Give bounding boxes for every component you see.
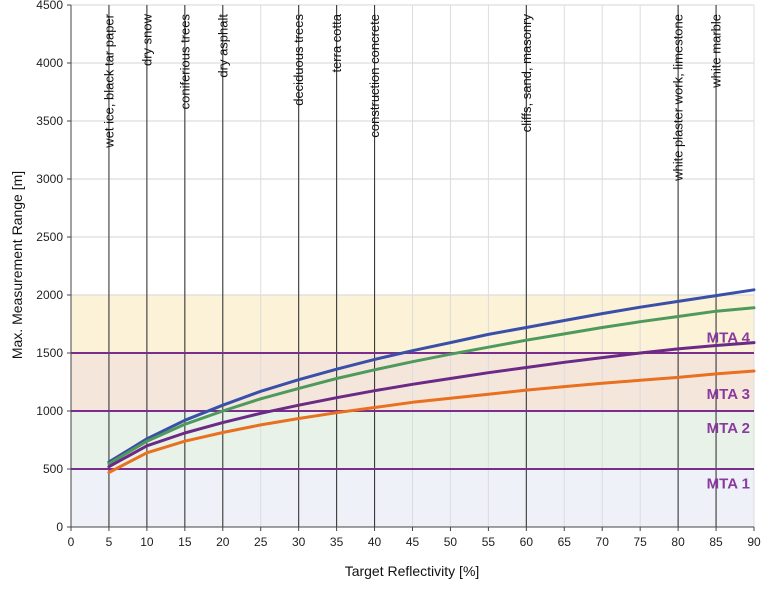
x-tick-label: 5 — [106, 535, 113, 549]
material-label: deciduous trees — [291, 14, 306, 106]
y-tick-label: 0 — [56, 520, 63, 534]
mta-label: MTA 3 — [707, 386, 750, 403]
x-tick-label: 60 — [520, 535, 534, 549]
y-tick-label: 4000 — [36, 56, 63, 70]
material-label: cliffs, sand, masonry — [519, 14, 534, 133]
material-label: white marble — [709, 14, 724, 89]
x-tick-label: 80 — [671, 535, 685, 549]
material-label: white plaster work, limestone — [671, 14, 686, 182]
x-tick-label: 10 — [140, 535, 154, 549]
y-tick-label: 3500 — [36, 114, 63, 128]
mta-labels: MTA 1 MTA 2 MTA 3 MTA 4 — [707, 329, 751, 492]
material-markers: wet ice, black tar paper dry snow coniferi… — [101, 5, 724, 527]
series-line — [107, 369, 756, 474]
y-tick-label: 4500 — [36, 0, 63, 12]
x-tick-label: 55 — [482, 535, 496, 549]
x-axis-title: Target Reflectivity [%] — [345, 563, 480, 579]
mta-label: MTA 1 — [707, 476, 750, 493]
mta-label: MTA 2 — [707, 420, 750, 437]
mta-label: MTA 4 — [707, 329, 751, 346]
x-tick-label: 85 — [709, 535, 723, 549]
y-tick-label: 2000 — [36, 288, 63, 302]
y-tick-label: 1000 — [36, 404, 63, 418]
material-label: terra cotta — [329, 13, 344, 72]
series-line — [107, 341, 756, 469]
x-tick-label: 90 — [747, 535, 761, 549]
x-tick-label: 70 — [596, 535, 610, 549]
y-tick-label: 2500 — [36, 230, 63, 244]
y-tick-label: 1500 — [36, 346, 63, 360]
tick-labels: 0 500 1000 1500 2000 2500 3000 3500 4000 4500 0 5 10… — [36, 0, 761, 549]
x-tick-label: 25 — [254, 535, 268, 549]
x-tick-label: 30 — [292, 535, 306, 549]
material-label: coniferious trees — [177, 14, 192, 110]
y-tick-label: 3000 — [36, 172, 63, 186]
x-tick-label: 45 — [406, 535, 420, 549]
x-tick-label: 75 — [633, 535, 647, 549]
x-tick-label: 35 — [330, 535, 344, 549]
y-axis-title: Max. Measurement Range [m] — [9, 171, 25, 359]
y-tick-label: 500 — [43, 462, 63, 476]
x-tick-label: 40 — [368, 535, 382, 549]
series-line — [107, 306, 756, 466]
x-tick-label: 15 — [178, 535, 192, 549]
x-tick-label: 0 — [68, 535, 75, 549]
material-label: construction concrete — [367, 14, 382, 138]
x-tick-label: 65 — [558, 535, 572, 549]
series-line — [107, 288, 756, 464]
series-lines — [107, 288, 756, 474]
material-label: wet ice, black tar paper — [101, 13, 116, 148]
material-label: dry snow — [139, 13, 154, 66]
x-tick-label: 20 — [216, 535, 230, 549]
material-label: dry asphalt — [215, 14, 230, 78]
x-tick-label: 50 — [444, 535, 458, 549]
